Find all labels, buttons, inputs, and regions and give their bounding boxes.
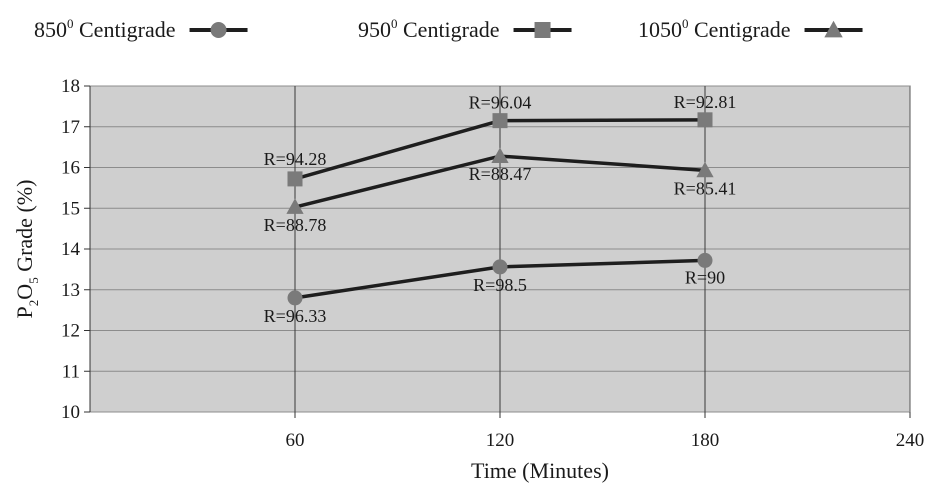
x-tick-label: 180 (691, 430, 720, 451)
data-point (492, 113, 508, 129)
data-point (286, 198, 304, 214)
data-label: R=90 (685, 267, 725, 287)
series-square: R=94.28 R=96.04 R=92.81 (264, 92, 737, 187)
series-circle: R=96.33 R=98.5 R=90 (264, 252, 725, 326)
data-label: R=94.28 (264, 149, 327, 169)
data-point (697, 112, 713, 128)
y-tick-label: 18 (61, 76, 80, 97)
legend-label: 9500 Centigrade (358, 16, 500, 42)
x-tick-label: 240 (896, 430, 925, 451)
data-point (491, 147, 509, 163)
x-tick-label: 60 (286, 430, 305, 451)
y-tick-label: 17 (61, 117, 80, 138)
y-tick-label: 11 (62, 361, 80, 382)
legend-item: 9500 Centigrade (358, 16, 572, 42)
data-label: R=88.78 (264, 215, 327, 235)
x-tick-label: 120 (486, 430, 515, 451)
data-label: R=85.41 (674, 178, 737, 198)
y-tick-label: 16 (61, 158, 80, 179)
data-point (210, 22, 227, 38)
data-label: R=92.81 (674, 92, 737, 112)
y-tick-label: 13 (61, 280, 80, 301)
data-point (492, 259, 508, 275)
data-label: R=96.04 (469, 93, 532, 113)
y-axis: 10 11 12 13 14 15 16 17 18 (61, 76, 91, 423)
data-point (697, 252, 713, 268)
series-triangle: R=88.78 R=88.47 R=85.41 (264, 147, 737, 235)
legend-label: 10500 Centigrade (638, 16, 791, 42)
data-point (696, 161, 714, 178)
y-tick-label: 12 (61, 321, 80, 342)
legend-item: 8500 Centigrade (34, 16, 248, 42)
data-point (824, 20, 843, 38)
data-label: R=98.5 (473, 275, 527, 295)
x-axis: 60 120 180 240 (286, 412, 925, 451)
y-tick-label: 10 (61, 402, 80, 423)
data-label: R=96.33 (264, 306, 327, 326)
x-axis-title: Time (Minutes) (471, 458, 609, 483)
data-label: R=88.47 (469, 164, 532, 184)
series-group: R=96.33R=98.5 R=90R=94.28R=96.04 R=92.81R=… (264, 92, 737, 326)
legend-label: 8500 Centigrade (34, 16, 176, 42)
legend-item: 10500 Centigrade (638, 16, 863, 42)
data-point (287, 290, 303, 306)
grid (90, 85, 910, 413)
y-tick-label: 14 (61, 239, 81, 260)
y-axis-title: P2O5 Grade (%) (12, 180, 41, 319)
y-tick-label: 15 (61, 198, 80, 219)
legend: 8500 Centigrade 9500 Centigrade 10500 Cent… (34, 16, 863, 42)
data-point (534, 22, 551, 38)
data-point (287, 171, 303, 187)
